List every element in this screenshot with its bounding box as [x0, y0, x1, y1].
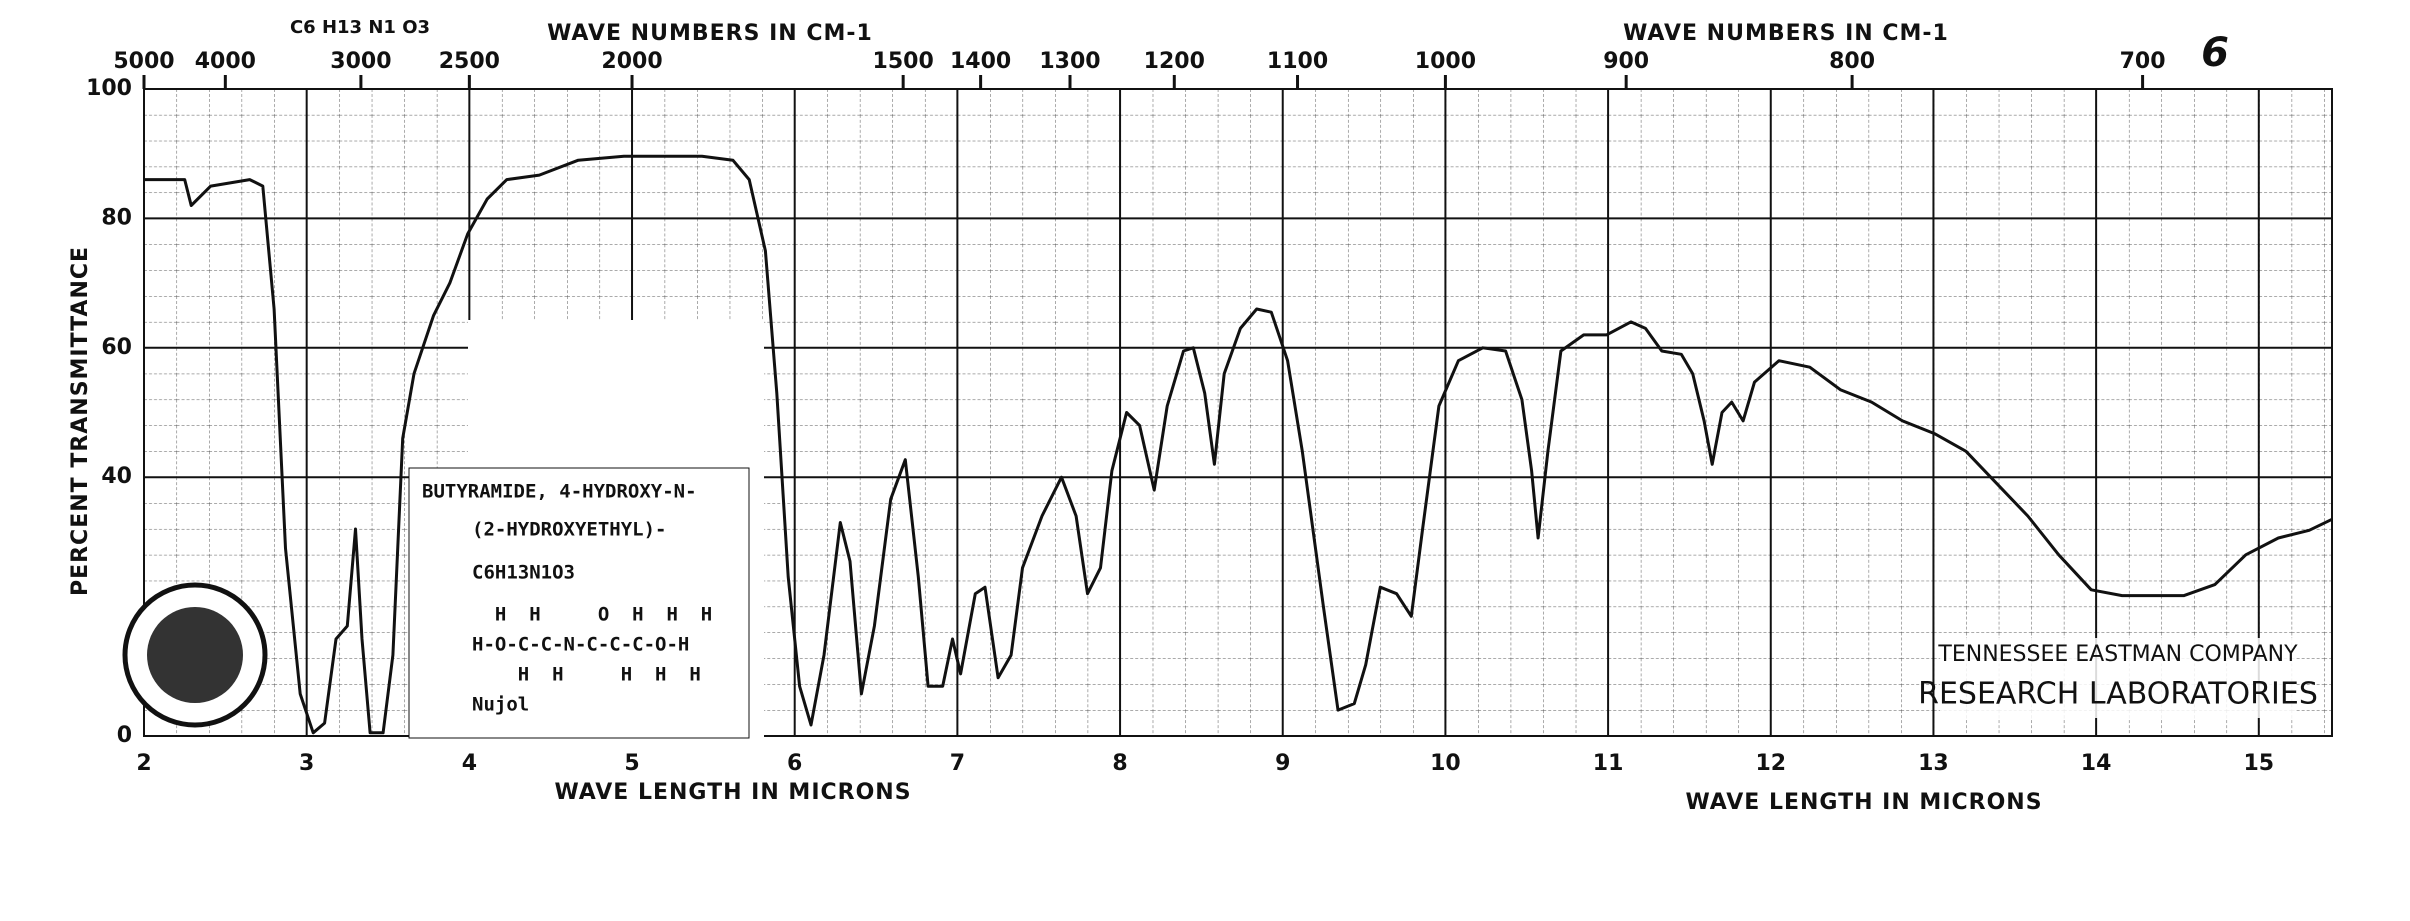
y-tick-label: 40: [101, 464, 132, 489]
x2-tick-label: 5000: [113, 49, 174, 74]
plot-frame: [143, 88, 2333, 737]
y-tick-label: 60: [101, 335, 132, 360]
x2-tick-label: 2000: [601, 49, 662, 74]
x2-tick-label: 4000: [195, 49, 256, 74]
medium: Nujol: [472, 694, 529, 716]
x-tick-label: 6: [787, 751, 802, 776]
x-tick-label: 2: [136, 751, 151, 776]
x2-tick-label: 3000: [330, 49, 391, 74]
x-tick-label: 15: [2243, 751, 2274, 776]
x-axis-label: WAVE LENGTH IN MICRONS: [554, 780, 911, 805]
x-axis-label: WAVE LENGTH IN MICRONS: [1685, 790, 2042, 815]
x-tick-label: 8: [1112, 751, 1127, 776]
x-tick-label: 12: [1755, 751, 1786, 776]
x-tick-label: 9: [1275, 751, 1290, 776]
x2-tick-label: 2500: [439, 49, 500, 74]
y-tick-label: 80: [101, 205, 132, 230]
x2-tick-label: 900: [1603, 49, 1649, 74]
y-tick-label: 100: [86, 76, 132, 101]
compound-formula: C6H13N1O3: [472, 562, 575, 584]
top-axis-label: WAVE NUMBERS IN CM-1: [1623, 21, 1949, 46]
label-card: [408, 467, 750, 739]
x-tick-label: 13: [1918, 751, 1949, 776]
stamp-background: [1940, 638, 2295, 718]
spectrum-line: [144, 154, 2333, 735]
x-tick-label: 14: [2081, 751, 2112, 776]
structure: H H H H H: [472, 664, 701, 686]
formula-top: C6 H13 N1 O3: [290, 17, 430, 38]
x2-tick-label: 1100: [1267, 49, 1328, 74]
compound-name: (2-HYDROXYETHYL)-: [472, 519, 666, 541]
compound-name: BUTYRAMIDE, 4-HYDROXY-N-: [422, 481, 697, 503]
x2-tick-label: 1300: [1039, 49, 1100, 74]
x2-tick-label: 1500: [873, 49, 934, 74]
x2-tick-label: 800: [1829, 49, 1875, 74]
x-tick-label: 5: [624, 751, 639, 776]
x-tick-label: 3: [299, 751, 314, 776]
x2-tick-label: 700: [2120, 49, 2166, 74]
x-tick-label: 10: [1430, 751, 1461, 776]
top-axis-label: WAVE NUMBERS IN CM-1: [547, 21, 873, 46]
x2-tick-label: 1200: [1144, 49, 1205, 74]
logo: [122, 582, 268, 728]
x2-tick-label: 1400: [950, 49, 1011, 74]
y-tick-label: 0: [117, 723, 132, 748]
x2-tick-label: 1000: [1415, 49, 1476, 74]
laboratory: RESEARCH LABORATORIES: [1918, 677, 2318, 712]
y-axis-label: PERCENT TRANSMITTANCE: [68, 246, 93, 596]
page-number: 6: [2201, 30, 2229, 76]
x-tick-label: 4: [462, 751, 477, 776]
company: TENNESSEE EASTMAN COMPANY: [1937, 642, 2298, 667]
x-tick-label: 7: [950, 751, 965, 776]
structure: H H O H H H: [472, 604, 712, 626]
logo-center: [147, 607, 243, 703]
compound-box: BUTYRAMIDE, 4-HYDROXY-N- (2-HYDROXYETHYL…: [408, 320, 764, 741]
x-tick-label: 11: [1593, 751, 1624, 776]
structure: H-O-C-C-N-C-C-C-O-H: [472, 634, 689, 656]
